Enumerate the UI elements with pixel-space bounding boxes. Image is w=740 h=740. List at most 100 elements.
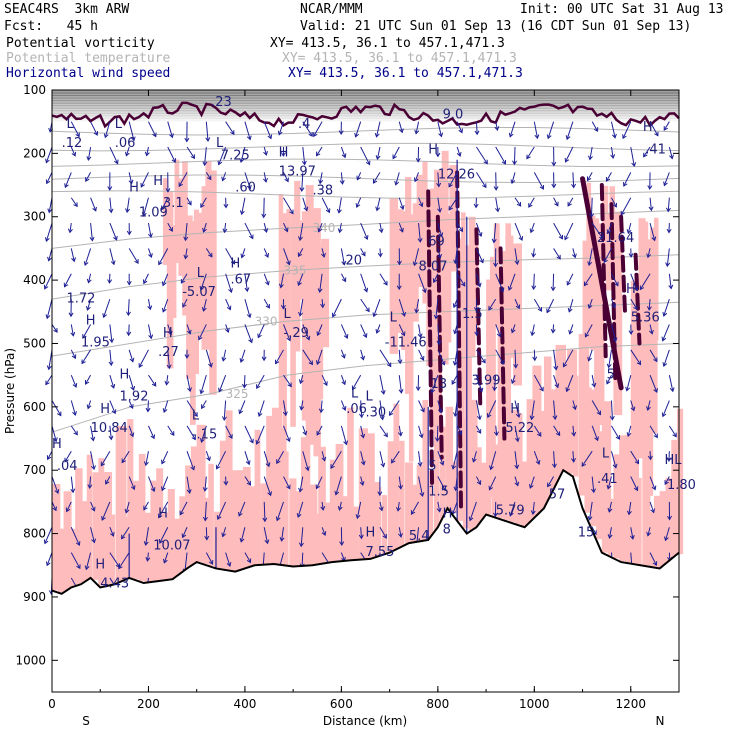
wind-vector-head: [341, 406, 347, 411]
wind-vector: [340, 400, 346, 411]
wind-vector-head: [246, 135, 252, 141]
pv-fill-column: [439, 426, 446, 524]
wind-vector-head: [65, 507, 71, 513]
pv-fill-column: [671, 439, 679, 559]
strong-pv-streak: [580, 176, 624, 391]
y-tick-label: 600: [23, 400, 46, 414]
wind-vector-head: [278, 283, 284, 289]
wind-vector-head: [375, 206, 381, 212]
wind-vector: [87, 400, 92, 409]
wind-vector: [182, 527, 188, 538]
wind-vector-head: [359, 413, 365, 419]
wind-vector: [495, 324, 501, 337]
wind-vector-head: [143, 505, 148, 511]
wind-vector: [218, 374, 227, 392]
wind-vector: [301, 552, 304, 568]
wind-vector: [588, 248, 593, 266]
wind-vector-head: [512, 160, 518, 166]
wind-vector-head: [158, 513, 163, 519]
wind-vector-head: [399, 205, 405, 210]
pv-label: .27: [158, 345, 179, 360]
wind-vector: [391, 450, 400, 464]
wind-vector: [610, 451, 617, 468]
wind-vector: [319, 172, 323, 184]
wind-vector: [475, 425, 482, 434]
wind-vector-head: [341, 380, 347, 386]
wind-vector-head: [313, 132, 318, 138]
wind-vector-head: [265, 280, 270, 286]
wind-vector: [398, 197, 404, 210]
wind-vector-head: [372, 179, 378, 184]
wind-vector: [514, 425, 519, 442]
wind-vector-head: [76, 564, 81, 570]
pv-label: H: [100, 402, 110, 417]
wind-vector-head: [646, 531, 652, 537]
pv-label: H: [158, 507, 168, 522]
pv-fill-tower: [489, 256, 496, 449]
wind-vector-head: [358, 534, 364, 540]
pv-fill-layer: [52, 150, 684, 593]
wind-vector-head: [435, 152, 441, 158]
wind-vector: [201, 425, 207, 443]
wind-vector-head: [633, 286, 639, 292]
wind-vector: [125, 501, 130, 513]
wind-vector: [145, 451, 149, 466]
wind-vector-head: [263, 150, 268, 156]
wind-vector-head: [383, 432, 388, 438]
pv-fill-column: [80, 501, 91, 585]
wind-vector-head: [205, 137, 211, 143]
pv-label: H: [163, 326, 173, 341]
wind-vector: [128, 172, 133, 184]
pv-label: -5.07: [182, 285, 216, 300]
wind-vector-head: [184, 354, 190, 359]
wind-vector-head: [52, 506, 57, 512]
wind-vector: [533, 425, 542, 437]
wind-vector-head: [589, 213, 595, 218]
wind-vector: [437, 476, 446, 491]
pv-label: L: [115, 117, 123, 132]
pv-fill-column: [144, 512, 156, 583]
pv-fill-column: [538, 410, 549, 514]
pv-label: -.29: [284, 326, 309, 341]
pv-fill-column: [231, 470, 240, 571]
wind-vector-head: [564, 235, 569, 241]
pv-fill-tower: [393, 215, 399, 308]
wind-vector: [398, 222, 404, 233]
pv-fill-column: [98, 458, 105, 586]
pv-label: 12.26: [438, 168, 475, 183]
wind-vector: [161, 197, 169, 210]
wind-vector-head: [298, 542, 304, 548]
wind-vector-head: [130, 385, 136, 391]
wind-vector: [418, 349, 424, 361]
wind-vector-head: [261, 356, 267, 362]
wind-vector: [513, 147, 516, 165]
wind-vector: [452, 501, 458, 515]
wind-vector: [225, 121, 235, 135]
wind-vector-head: [491, 238, 497, 244]
wind-vector-head: [317, 288, 323, 294]
wind-vector: [533, 172, 544, 190]
wind-vector: [109, 324, 113, 343]
wind-vector-head: [267, 491, 272, 497]
wind-vector-head: [458, 128, 463, 134]
wind-vector: [572, 248, 576, 258]
pv-fill-tower: [646, 239, 654, 496]
wind-vector-head: [362, 333, 368, 339]
pv-fill-column: [324, 502, 335, 564]
y-tick-label: 300: [23, 210, 46, 224]
wind-vector: [553, 248, 561, 260]
wind-vector-head: [86, 156, 92, 161]
wind-vector-head: [488, 305, 493, 311]
pv-fill-column: [173, 518, 185, 579]
wind-vector: [569, 324, 574, 335]
wind-vector: [256, 374, 265, 389]
pv-fill-column: [86, 454, 93, 581]
wind-vector: [514, 400, 520, 418]
wind-vector: [302, 324, 310, 340]
wind-vector: [167, 222, 173, 232]
wind-vector-head: [102, 313, 107, 319]
wind-vector-head: [162, 558, 168, 564]
wind-vector: [532, 501, 535, 515]
wind-vector-head: [202, 227, 207, 233]
y-tick-label: 800: [23, 527, 46, 541]
